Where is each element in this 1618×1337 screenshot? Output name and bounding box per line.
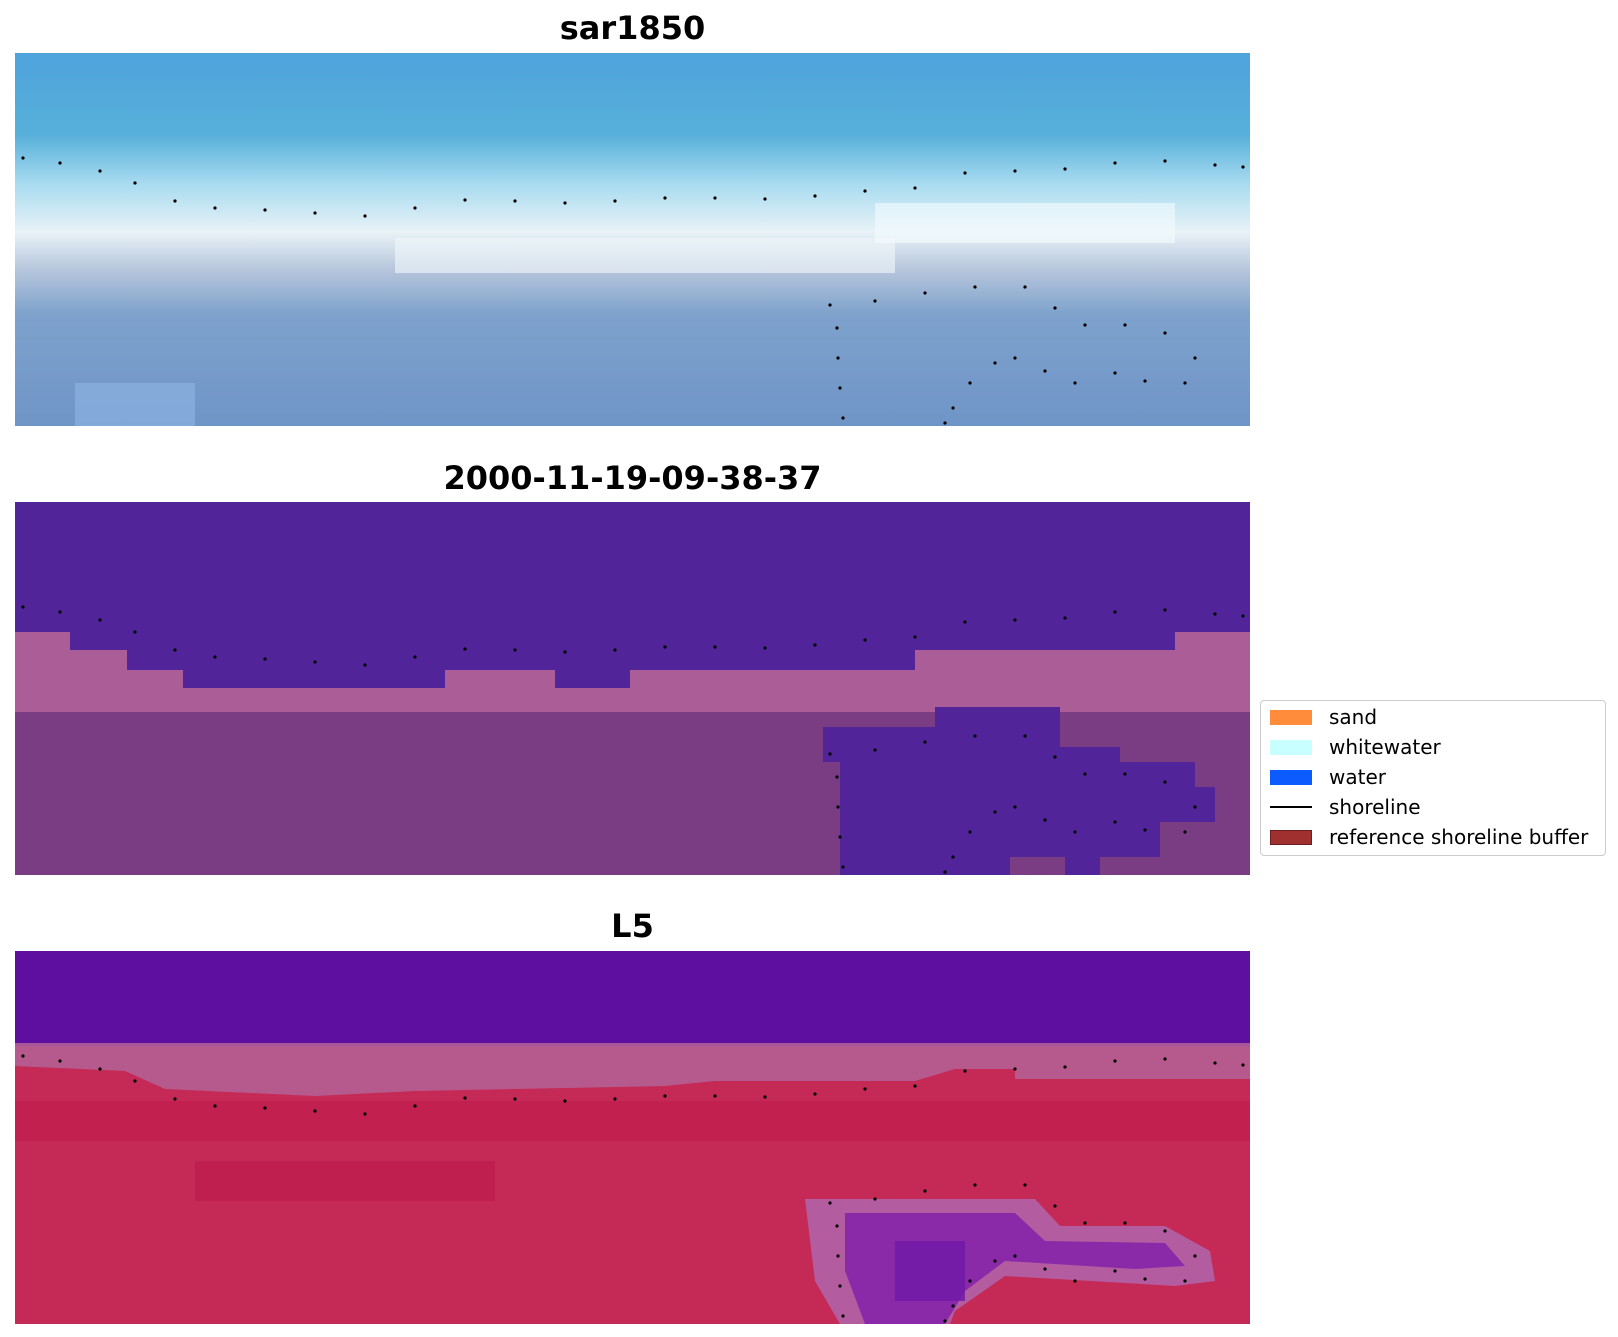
- shoreline-dots-1: [21, 156, 1245, 425]
- panel-title-2: 2000-11-19-09-38-37: [443, 459, 822, 497]
- classified-image: [15, 502, 1250, 875]
- reference-buffer-swatch: [1270, 830, 1312, 845]
- legend: sand whitewater water shoreline referenc…: [1260, 700, 1606, 856]
- legend-label-shoreline: shoreline: [1329, 795, 1421, 819]
- panel-title-1: sar1850: [559, 9, 706, 47]
- shoreline-dots-3: [21, 1054, 1245, 1323]
- sand-swatch: [1270, 710, 1312, 725]
- legend-item-whitewater: whitewater: [1261, 733, 1605, 761]
- water-swatch: [1270, 770, 1312, 785]
- satellite-image-rgb: [15, 53, 1250, 426]
- panel-title-3: L5: [611, 907, 654, 945]
- legend-label-sand: sand: [1329, 705, 1378, 729]
- legend-label-whitewater: whitewater: [1329, 735, 1441, 759]
- index-image: [15, 951, 1250, 1324]
- shoreline-swatch: [1270, 806, 1312, 808]
- legend-item-water: water: [1261, 763, 1605, 791]
- legend-label-reference-buffer: reference shoreline buffer: [1329, 825, 1589, 849]
- legend-item-shoreline: shoreline: [1261, 793, 1605, 821]
- shoreline-dots-2: [21, 605, 1245, 874]
- whitewater-swatch: [1270, 740, 1312, 755]
- legend-label-water: water: [1329, 765, 1386, 789]
- legend-item-sand: sand: [1261, 703, 1605, 731]
- legend-item-reference-buffer: reference shoreline buffer: [1261, 823, 1605, 851]
